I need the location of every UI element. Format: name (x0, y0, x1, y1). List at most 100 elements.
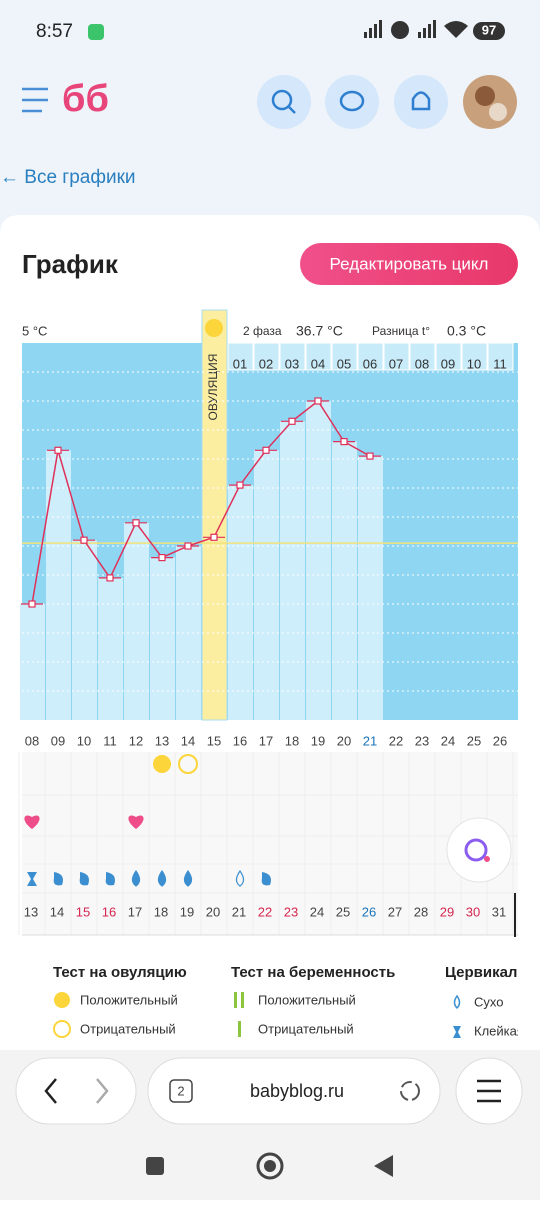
bar (280, 421, 305, 720)
legend-label: Положительный (80, 992, 178, 1007)
url[interactable]: babyblog.ru (250, 1081, 344, 1101)
legend-title: Тест на овуляцию (53, 964, 187, 981)
point (366, 452, 374, 460)
date-label: 15 (76, 904, 90, 919)
watery-icon (131, 869, 141, 887)
assistant-button[interactable] (446, 817, 512, 883)
legend-swatch (241, 992, 244, 1008)
avatar[interactable] (463, 75, 517, 129)
logo[interactable]: бб (62, 78, 109, 120)
phase-day-box (305, 342, 332, 371)
reload-button[interactable] (400, 1081, 420, 1101)
creamy-icon (79, 872, 89, 886)
phase-day: 11 (493, 356, 507, 371)
x-tick-label: 15 (207, 733, 221, 748)
x-tick-label: 14 (181, 733, 195, 748)
back-link[interactable]: ← Все графики (0, 167, 136, 188)
legend-title: Тест на беременность (231, 964, 395, 981)
legend-label: Клейкая (474, 1023, 524, 1038)
nav-buttons (15, 1057, 137, 1125)
edit-button[interactable] (300, 243, 518, 285)
chat-button[interactable] (325, 75, 379, 129)
phase-day: 06 (363, 356, 377, 371)
x-tick-label: 11 (103, 733, 117, 748)
x-tick-label: 26 (493, 733, 507, 748)
creamy-icon (53, 872, 63, 886)
x-tick-label: 25 (467, 733, 481, 748)
address-bar[interactable] (147, 1057, 441, 1125)
point (158, 553, 166, 562)
forward-button[interactable] (96, 1078, 109, 1104)
browser-menu[interactable] (477, 1079, 501, 1103)
x-tick-label: 08 (25, 733, 39, 748)
point (262, 446, 270, 454)
point (288, 417, 296, 425)
phase-day-box (461, 342, 488, 371)
date-label: 29 (440, 904, 454, 919)
bar (124, 522, 149, 720)
x-tick-label: 17 (259, 733, 273, 748)
x-tick-label: 13 (155, 733, 169, 748)
status-icons (364, 20, 505, 40)
x-tick-label: 22 (389, 733, 403, 748)
legend-label: Положительный (258, 992, 356, 1007)
info-text: 5 °C (22, 323, 47, 338)
point (210, 533, 218, 541)
point (132, 519, 140, 527)
point (80, 536, 88, 544)
dry-icon (235, 869, 245, 887)
tabs-button[interactable] (169, 1079, 193, 1103)
legend-label: Отрицательный (80, 1021, 176, 1036)
legend-title: Цервикальная слизь (445, 964, 540, 981)
chart: ОВУЛЯЦИЯ 5 °C 2 фаза 36.7 °C Разница t° 0.3 °… (18, 309, 518, 936)
tab-count[interactable]: 2 (177, 1083, 184, 1098)
nav-home[interactable] (256, 1152, 284, 1180)
phase-day-box (357, 342, 384, 371)
info-text: Разница t° (372, 324, 430, 338)
info-text: 2 фаза (243, 324, 282, 338)
legend: Тест на овуляцию Положительный Отрицател… (53, 964, 540, 1038)
x-tick-label: 19 (311, 733, 325, 748)
phase-day: 02 (259, 356, 273, 371)
date-label: 28 (414, 904, 428, 919)
edit-button-label[interactable]: Редактировать цикл (330, 254, 489, 273)
point (28, 600, 36, 608)
notifications-button[interactable] (394, 75, 448, 129)
date-label: 21 (232, 904, 246, 919)
legend-swatch (453, 994, 461, 1010)
scroll-marker (514, 893, 516, 937)
bar (306, 401, 331, 720)
clock: 8:57 (36, 21, 73, 42)
legend-swatch (453, 1026, 461, 1038)
phase-day: 07 (389, 356, 403, 371)
nav-home-dot (264, 1160, 276, 1172)
menu-button[interactable] (22, 87, 48, 113)
x-tick-label: 20 (337, 733, 351, 748)
date-label: 26 (362, 904, 376, 919)
bar (72, 540, 97, 720)
phase-day: 08 (415, 356, 429, 371)
back-button[interactable] (44, 1078, 57, 1104)
phase-day: 09 (441, 356, 455, 371)
nav-back[interactable] (374, 1155, 393, 1177)
phase-day-box (487, 342, 514, 371)
point (184, 542, 192, 550)
date-label: 23 (284, 904, 298, 919)
bar (150, 557, 175, 720)
point (236, 481, 244, 489)
legend-swatch (234, 992, 237, 1008)
bar (332, 441, 357, 720)
search-button[interactable] (257, 75, 311, 129)
bar (228, 485, 253, 720)
x-tick-label: 09 (51, 733, 65, 748)
nav-recent[interactable] (146, 1157, 164, 1175)
point (314, 397, 322, 405)
heart (24, 815, 40, 829)
phase-day: 03 (285, 356, 299, 371)
watery-icon (183, 869, 193, 887)
ovulation-icon (205, 319, 223, 337)
x-tick-label: 18 (285, 733, 299, 748)
heart (128, 815, 144, 829)
legend-swatch (238, 1021, 241, 1037)
point (106, 574, 114, 582)
